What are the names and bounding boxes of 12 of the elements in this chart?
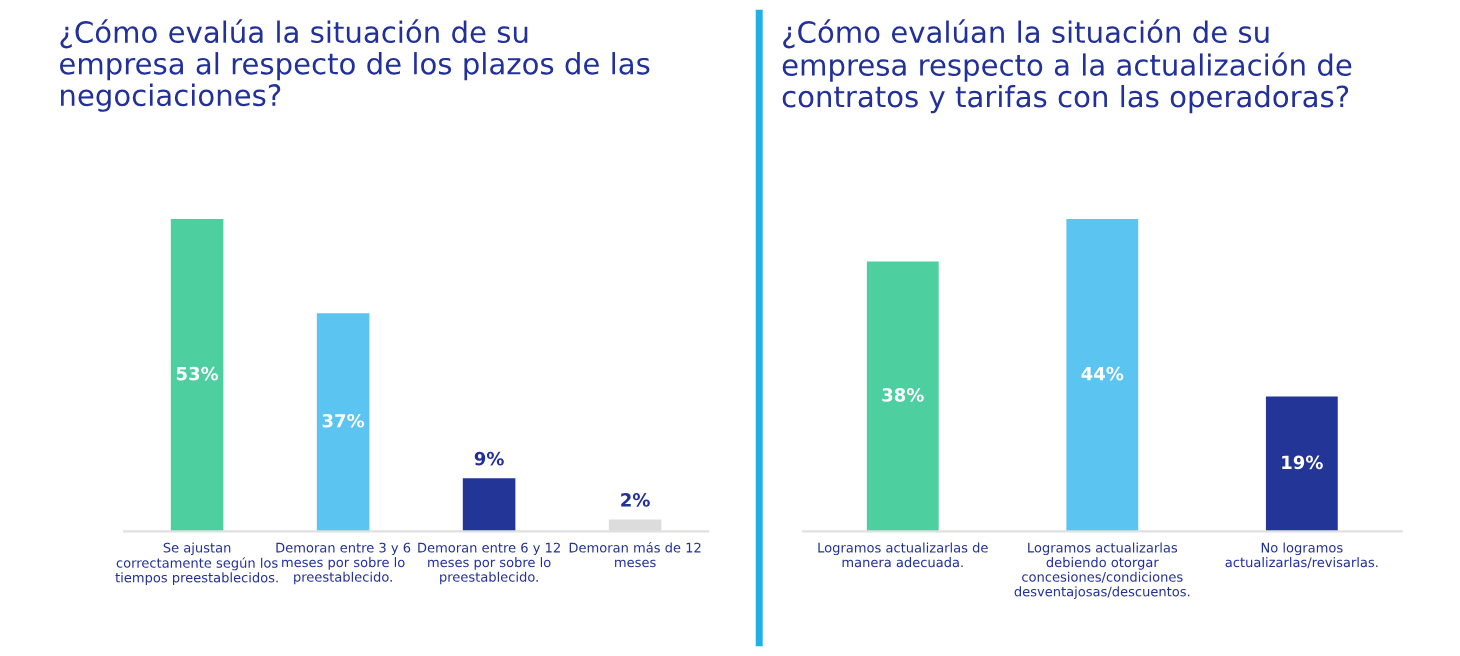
chart-title: ¿Cómo evalúan la situación de su empresa respecto a la actualización de contratos y tarifas con las operadoras?: [782, 19, 1352, 114]
data-label: 44%: [1081, 366, 1124, 381]
bar: [170, 218, 224, 532]
data-label: 53%: [176, 366, 219, 381]
data-label: 37%: [322, 413, 365, 428]
bar: [316, 313, 370, 532]
data-label: 38%: [882, 388, 924, 402]
bar: [462, 478, 516, 532]
data-label: 19%: [1282, 455, 1323, 470]
data-label: 9%: [474, 451, 504, 466]
data-label: 2%: [621, 493, 650, 507]
chart-title: ¿Cómo evalúa la situación de su empresa al respecto de los plazos de las negociaciones?: [60, 19, 650, 112]
